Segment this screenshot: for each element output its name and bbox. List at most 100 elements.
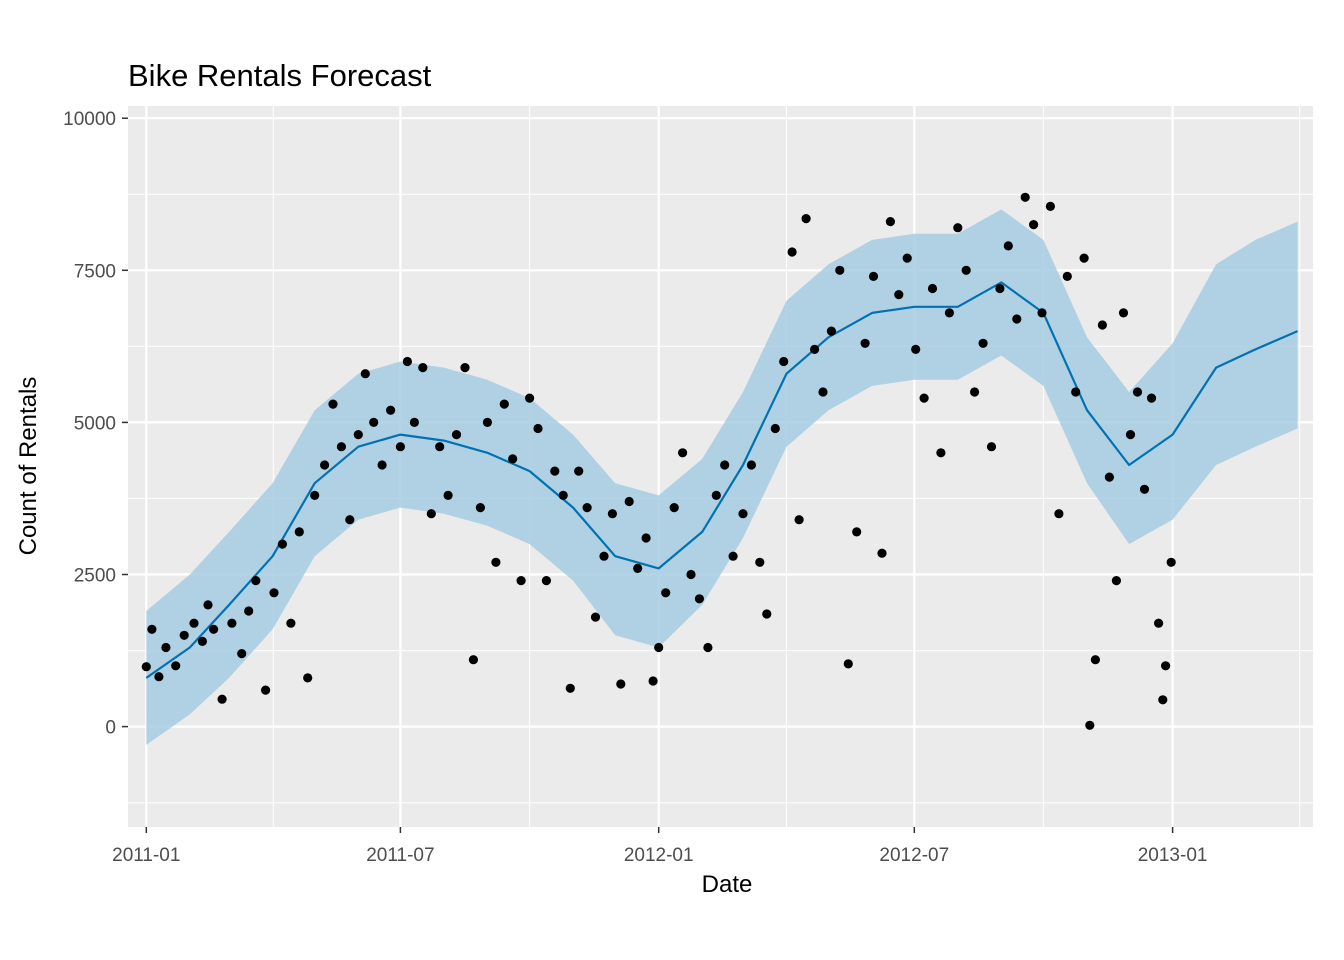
- actual-point: [499, 399, 509, 409]
- actual-point: [345, 515, 355, 525]
- actual-point: [237, 649, 247, 659]
- actual-point: [633, 563, 643, 574]
- actual-point: [661, 588, 671, 598]
- actual-point: [482, 417, 492, 427]
- y-axis-title: Count of Rentals: [15, 377, 42, 556]
- actual-point: [686, 569, 696, 580]
- actual-point: [624, 496, 634, 507]
- actual-point: [1146, 393, 1157, 403]
- actual-point: [269, 588, 279, 598]
- actual-point: [541, 576, 552, 586]
- actual-point: [654, 642, 664, 653]
- actual-point: [227, 618, 237, 628]
- actual-point: [711, 490, 721, 500]
- actual-point: [336, 442, 346, 452]
- actual-point: [1125, 430, 1136, 440]
- actual-point: [1090, 655, 1100, 665]
- actual-point: [703, 642, 713, 653]
- actual-point: [377, 460, 387, 470]
- actual-point: [1161, 661, 1171, 671]
- actual-point: [574, 466, 584, 476]
- y-axis-ticks: 0 2500 5000 7500 10000: [63, 109, 128, 739]
- actual-point: [894, 290, 904, 300]
- actual-point: [310, 490, 320, 500]
- actual-point: [468, 655, 478, 665]
- actual-point: [525, 393, 535, 403]
- actual-point: [360, 369, 370, 379]
- actual-point: [616, 679, 626, 689]
- actual-point: [1079, 253, 1089, 263]
- actual-point: [868, 271, 879, 281]
- x-tick-label: 2012-01: [624, 845, 694, 866]
- x-tick-label: 2011-07: [366, 845, 434, 866]
- actual-point: [810, 344, 820, 354]
- actual-point: [835, 265, 845, 275]
- actual-point: [1085, 720, 1095, 730]
- actual-point: [1054, 509, 1064, 519]
- actual-point: [294, 527, 304, 537]
- actual-point: [877, 548, 887, 558]
- actual-point: [460, 363, 470, 373]
- actual-point: [641, 533, 651, 543]
- actual-point: [261, 685, 271, 695]
- actual-point: [720, 460, 730, 470]
- actual-point: [303, 673, 313, 683]
- actual-point: [648, 676, 658, 686]
- actual-point: [418, 363, 428, 373]
- actual-point: [1166, 557, 1176, 567]
- actual-point: [508, 454, 518, 464]
- actual-point: [179, 630, 189, 640]
- chart-title: Bike Rentals Forecast: [128, 58, 432, 93]
- actual-point: [171, 661, 181, 671]
- actual-point: [533, 423, 543, 434]
- actual-point: [1037, 308, 1047, 318]
- actual-point: [970, 387, 980, 397]
- actual-point: [1062, 271, 1072, 281]
- actual-point: [678, 448, 688, 458]
- actual-point: [328, 399, 338, 409]
- actual-point: [251, 576, 261, 586]
- actual-point: [762, 609, 772, 619]
- actual-point: [669, 503, 679, 513]
- actual-point: [787, 247, 797, 257]
- uncertainty-band: [146, 209, 1298, 745]
- y-tick-label: 7500: [74, 261, 116, 282]
- actual-point: [443, 490, 453, 500]
- actual-point: [550, 466, 560, 476]
- y-tick-label: 0: [105, 718, 116, 739]
- actual-point: [738, 509, 748, 519]
- actual-point: [818, 387, 828, 397]
- actual-point: [927, 283, 938, 294]
- y-tick-label: 5000: [74, 413, 116, 434]
- x-tick-label: 2011-01: [112, 845, 180, 866]
- actual-point: [590, 612, 601, 622]
- x-axis-title: Date: [702, 871, 753, 898]
- actual-point: [217, 694, 227, 704]
- actual-point: [409, 417, 419, 427]
- actual-point: [986, 442, 997, 452]
- actual-point: [1104, 472, 1114, 482]
- actual-point: [728, 551, 738, 561]
- actual-point: [189, 618, 199, 628]
- actual-point: [582, 503, 592, 513]
- actual-point: [277, 539, 287, 549]
- actual-point: [779, 356, 789, 367]
- actual-point: [944, 308, 955, 318]
- actual-point: [794, 515, 804, 525]
- actual-point: [320, 460, 330, 470]
- actual-point: [1003, 241, 1013, 251]
- actual-point: [953, 223, 963, 233]
- actual-point: [1097, 320, 1107, 330]
- grid-major-lines: [128, 106, 1313, 827]
- actual-point: [961, 265, 971, 275]
- actual-point: [197, 636, 207, 647]
- actual-point: [1045, 201, 1055, 211]
- y-tick-label: 10000: [63, 109, 116, 130]
- actual-point: [516, 576, 526, 586]
- actual-point: [395, 442, 405, 452]
- actual-point: [435, 442, 445, 452]
- actual-point: [426, 509, 436, 519]
- actual-point: [565, 683, 575, 693]
- actual-point: [1132, 387, 1143, 397]
